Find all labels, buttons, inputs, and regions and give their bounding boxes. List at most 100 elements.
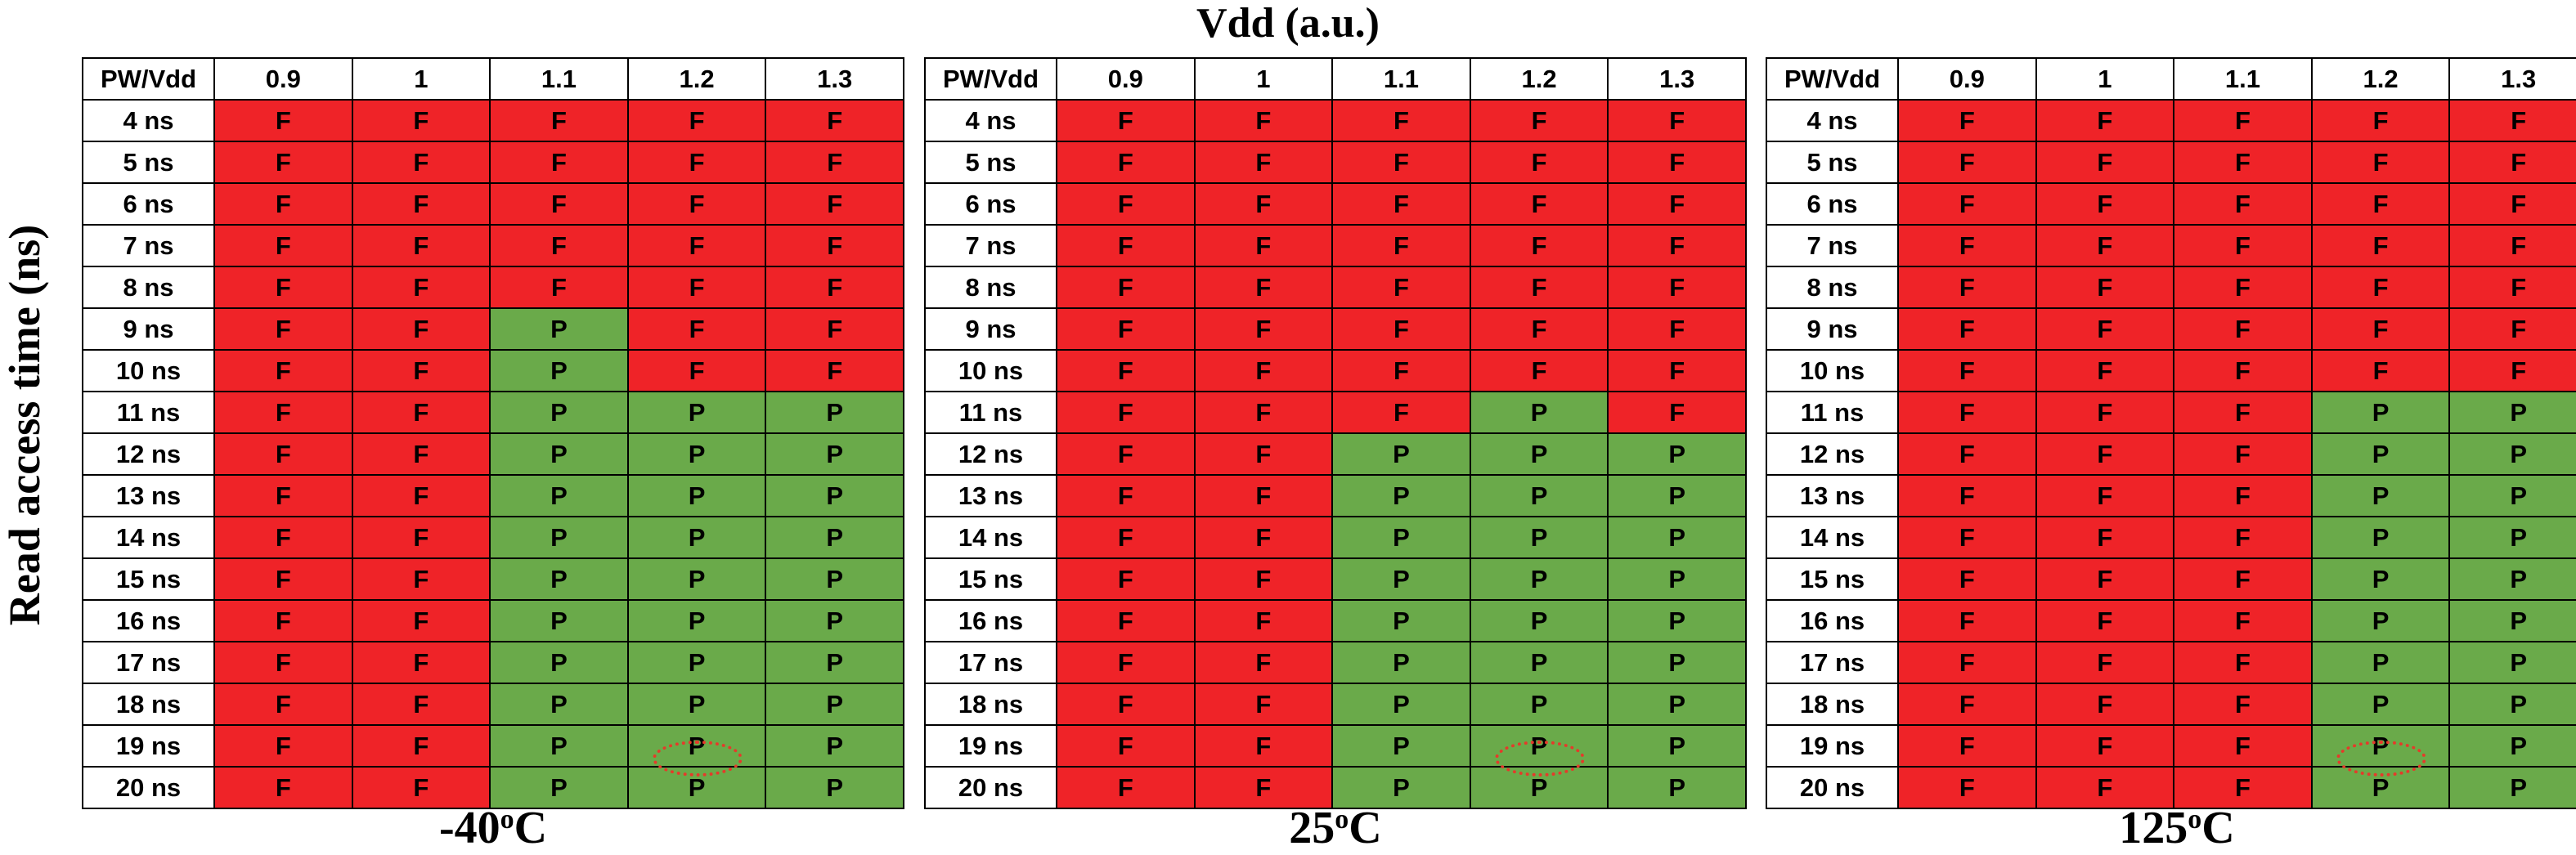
table-row: 9 ns F F P F F (82, 307, 904, 351)
fail-cell: F (2173, 391, 2313, 434)
temperature-label: -40oC (82, 793, 904, 853)
fail-cell: F (2035, 307, 2175, 351)
fail-cell: F (2035, 474, 2175, 517)
table-row: 8 ns F F F F F (82, 266, 904, 309)
fail-cell: F (1897, 182, 2037, 226)
pass-cell: P (1469, 474, 1609, 517)
fail-cell: F (1056, 224, 1196, 267)
fail-cell: F (213, 266, 353, 309)
pass-cell: P (489, 557, 629, 601)
fail-cell: F (2035, 599, 2175, 642)
fail-cell: F (213, 641, 353, 684)
pass-cell: P (1607, 516, 1747, 559)
fail-cell: F (1469, 224, 1609, 267)
row-label: 9 ns (82, 307, 215, 351)
table-row: 7 ns F F F F F (1766, 224, 2576, 267)
fail-cell: F (1056, 641, 1196, 684)
pass-cell: P (1331, 557, 1471, 601)
pass-cell: P (2310, 432, 2451, 476)
fail-cell: F (351, 391, 491, 434)
row-label: 20 ns (924, 766, 1057, 809)
pass-cell: P (765, 599, 904, 642)
pass-cell: P (2448, 557, 2576, 601)
row-label: 6 ns (82, 182, 215, 226)
fail-cell: F (1056, 599, 1196, 642)
pass-cell: P (2310, 557, 2451, 601)
fail-cell: F (2173, 182, 2313, 226)
fail-cell: F (1897, 641, 2037, 684)
fail-cell: F (2035, 99, 2175, 142)
table-row: 20 ns F F P P P (924, 766, 1747, 809)
degree-symbol: o (1335, 804, 1349, 835)
pass-cell: P (765, 474, 904, 517)
row-label: 4 ns (924, 99, 1057, 142)
column-header: 1.3 (2448, 57, 2576, 101)
row-label: 18 ns (82, 683, 215, 726)
fail-cell: F (2035, 683, 2175, 726)
fail-cell: F (1469, 141, 1609, 184)
fail-cell: F (1331, 266, 1471, 309)
fail-cell: F (213, 683, 353, 726)
fail-cell: F (213, 516, 353, 559)
fail-cell: F (1607, 141, 1747, 184)
fail-cell: F (2448, 224, 2576, 267)
fail-cell: F (351, 182, 491, 226)
table-row: 10 ns F F P F F (82, 349, 904, 392)
table-row: 10 ns F F F F F (1766, 349, 2576, 392)
result-table: PW/Vdd 0.9 1 1.1 1.2 1.3 4 ns F F F F F 5 ns F F F F F 6 n… (924, 57, 1747, 809)
fail-cell: F (1193, 307, 1334, 351)
pass-cell: P (2310, 683, 2451, 726)
fail-cell: F (1193, 349, 1334, 392)
row-label: 4 ns (1766, 99, 1899, 142)
fail-cell: F (2173, 307, 2313, 351)
row-label: 5 ns (82, 141, 215, 184)
table-row: 5 ns F F F F F (924, 141, 1747, 184)
row-label: 12 ns (924, 432, 1057, 476)
row-label: 11 ns (82, 391, 215, 434)
panel-2: PW/Vdd 0.9 1 1.1 1.2 1.3 4 ns F F F F F 5 ns F F F F F 6 n… (1766, 57, 2576, 809)
pass-cell: P (2448, 724, 2576, 768)
table-row: 15 ns F F P P P (924, 557, 1747, 601)
corner-header: PW/Vdd (82, 57, 215, 101)
fail-cell: F (1056, 432, 1196, 476)
table-row: 4 ns F F F F F (1766, 99, 2576, 142)
fail-cell: F (2035, 557, 2175, 601)
temperature-label: 25oC (924, 793, 1747, 853)
fail-cell: F (1897, 599, 2037, 642)
fail-cell: F (351, 599, 491, 642)
row-label: 17 ns (1766, 641, 1899, 684)
pass-cell: P (626, 516, 767, 559)
temperature-unit: C (2201, 803, 2235, 853)
fail-cell: F (1897, 99, 2037, 142)
row-label: 14 ns (82, 516, 215, 559)
fail-cell: F (1897, 516, 2037, 559)
fail-cell: F (1897, 557, 2037, 601)
pass-cell: P (2310, 391, 2451, 434)
temperature-value: -40 (438, 803, 500, 853)
fail-cell: F (1056, 724, 1196, 768)
fail-cell: F (626, 266, 767, 309)
pass-cell: P (489, 307, 629, 351)
row-label: 15 ns (924, 557, 1057, 601)
row-label: 15 ns (1766, 557, 1899, 601)
pass-cell: P (626, 599, 767, 642)
fail-cell: F (489, 182, 629, 226)
table-row: 12 ns F F P P P (924, 432, 1747, 476)
fail-cell: F (2035, 766, 2175, 809)
table-row: 12 ns F F P P P (82, 432, 904, 476)
fail-cell: F (2448, 99, 2576, 142)
degree-symbol: o (2188, 804, 2202, 835)
row-label: 8 ns (1766, 266, 1899, 309)
fail-cell: F (1193, 141, 1334, 184)
column-header: 1.1 (1331, 57, 1471, 101)
table-row: 19 ns F F F P P (1766, 724, 2576, 768)
fail-cell: F (2035, 641, 2175, 684)
fail-cell: F (765, 266, 904, 309)
row-label: 11 ns (1766, 391, 1899, 434)
table-row: 16 ns F F F P P (1766, 599, 2576, 642)
pass-cell: P (1331, 724, 1471, 768)
pass-cell: P (1331, 516, 1471, 559)
fail-cell: F (1331, 224, 1471, 267)
fail-cell: F (1331, 141, 1471, 184)
pass-cell: P (2448, 516, 2576, 559)
